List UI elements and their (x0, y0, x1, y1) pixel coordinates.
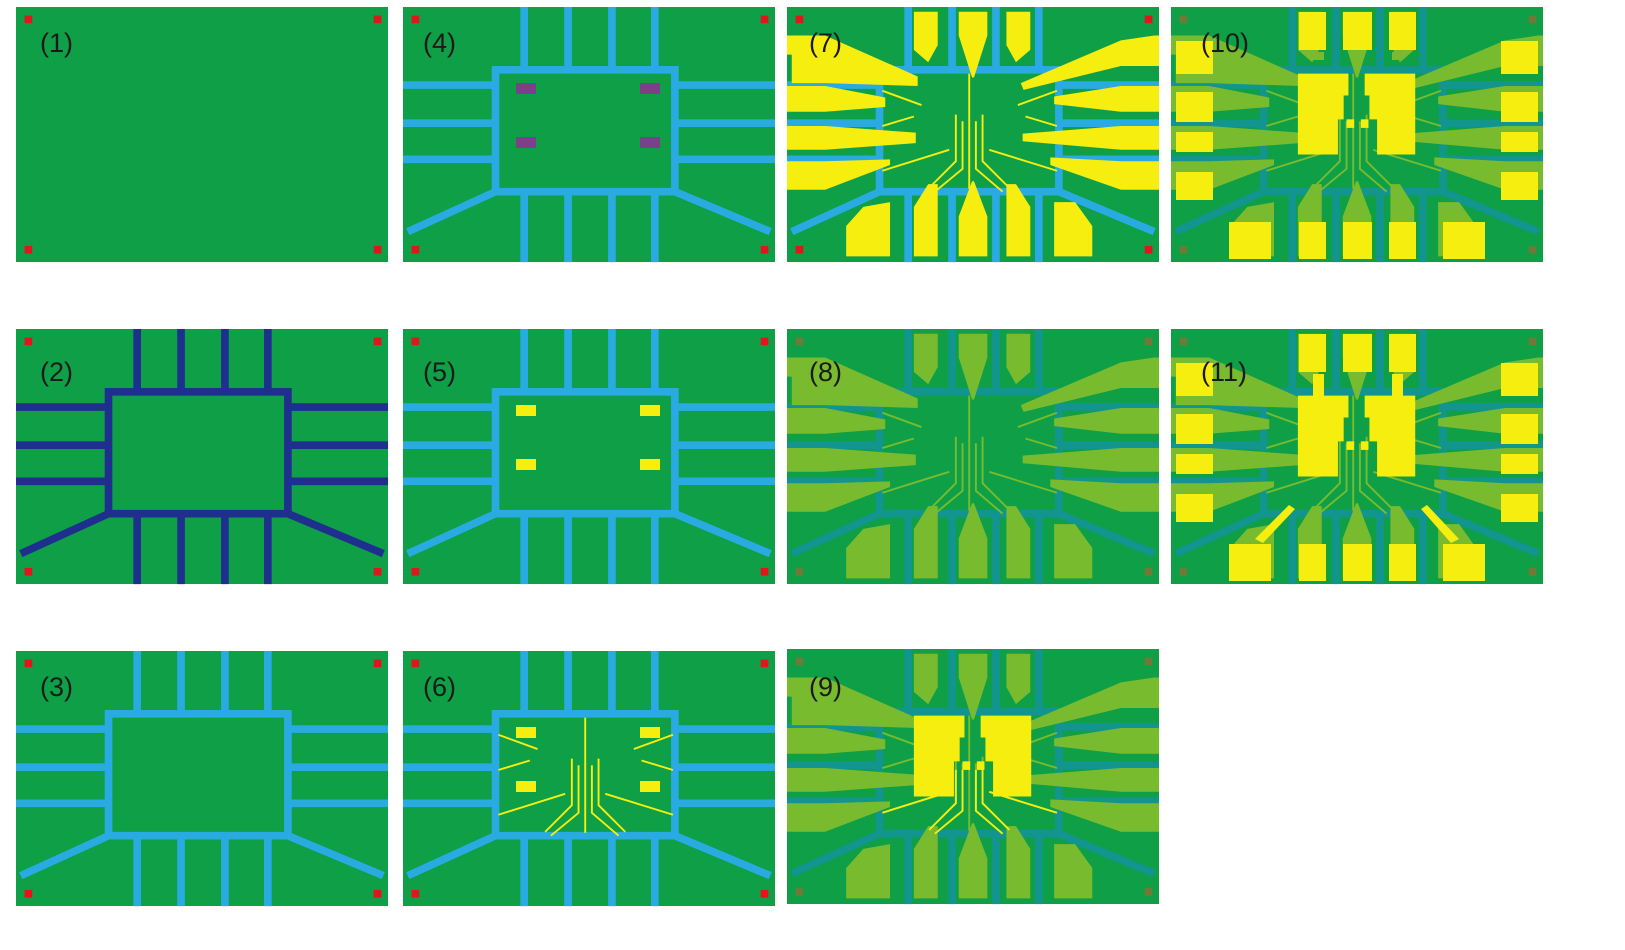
panel-label: (1) (40, 28, 73, 58)
substrate (16, 651, 388, 906)
panel-9: (9) (787, 649, 1159, 904)
metal-windows (516, 405, 660, 470)
panel-label: (2) (40, 357, 73, 387)
pad-connections (1255, 374, 1459, 543)
panel-4: (4) (403, 7, 775, 262)
substrate (403, 329, 775, 584)
panel-10: (10) (1171, 7, 1543, 262)
panel-label: (6) (423, 672, 456, 702)
panel-label: (11) (1201, 357, 1247, 387)
panel-label: (5) (423, 357, 456, 387)
metal-windows (516, 727, 660, 792)
panel-3: (3) (16, 651, 388, 906)
panel-label: (7) (809, 28, 842, 58)
outer-bond-pads (1176, 12, 1538, 259)
panel-8: (8) (787, 329, 1159, 584)
panel-label: (3) (40, 672, 73, 702)
panel-6: (6) (403, 651, 775, 906)
outer-bond-pads (1176, 334, 1538, 581)
panel-5: (5) (403, 329, 775, 584)
panel-2: (2) (16, 329, 388, 584)
substrate (403, 651, 775, 906)
panel-7: (7) (787, 7, 1159, 262)
panel-label: (8) (809, 357, 842, 387)
pad-windows (1257, 52, 1458, 218)
yellow-leads (882, 769, 1058, 835)
panel-1: (1) (16, 7, 388, 262)
panel-label: (4) (423, 28, 456, 58)
substrate (403, 7, 775, 262)
substrate (16, 329, 388, 584)
panel-11: (11) (1171, 329, 1543, 584)
panel-label: (10) (1201, 28, 1249, 58)
substrate (16, 7, 388, 262)
resist-windows (516, 83, 660, 148)
panel-label: (9) (809, 672, 842, 702)
